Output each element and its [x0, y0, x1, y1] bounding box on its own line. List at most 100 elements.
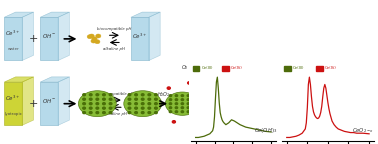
Circle shape [83, 98, 85, 100]
Circle shape [83, 107, 85, 109]
Circle shape [187, 111, 189, 113]
Polygon shape [40, 77, 70, 82]
Circle shape [90, 107, 92, 109]
Circle shape [181, 99, 184, 101]
Circle shape [155, 103, 157, 105]
Text: water: water [7, 47, 19, 51]
Polygon shape [131, 17, 149, 60]
Circle shape [128, 98, 131, 100]
Circle shape [187, 103, 189, 105]
Circle shape [141, 103, 144, 105]
Circle shape [169, 95, 172, 97]
Circle shape [193, 107, 195, 109]
Circle shape [135, 103, 137, 105]
Polygon shape [58, 77, 70, 125]
Text: $H_2O_2$: $H_2O_2$ [156, 90, 170, 99]
Circle shape [91, 39, 96, 43]
Circle shape [103, 103, 105, 105]
Circle shape [135, 98, 137, 100]
Circle shape [128, 107, 131, 109]
Circle shape [193, 95, 195, 97]
Text: +: + [28, 34, 38, 44]
Circle shape [181, 111, 184, 113]
Circle shape [155, 94, 157, 96]
Circle shape [169, 111, 172, 113]
Text: $CeO_{2-x}$: $CeO_{2-x}$ [352, 126, 374, 135]
Circle shape [83, 112, 85, 114]
Circle shape [203, 118, 206, 120]
Text: $Ce^{3+}$: $Ce^{3+}$ [5, 29, 21, 38]
Circle shape [193, 103, 195, 105]
Circle shape [141, 107, 144, 109]
Circle shape [155, 98, 157, 100]
Circle shape [169, 103, 172, 105]
Circle shape [169, 107, 172, 109]
Text: alkaline pH: alkaline pH [105, 112, 127, 116]
Circle shape [128, 103, 131, 105]
Circle shape [187, 99, 189, 101]
Circle shape [169, 99, 172, 101]
Circle shape [109, 112, 112, 114]
Text: lyotropic: lyotropic [4, 112, 22, 116]
Polygon shape [40, 82, 58, 125]
Circle shape [148, 112, 150, 114]
Circle shape [187, 82, 191, 84]
Circle shape [135, 94, 137, 96]
Circle shape [128, 94, 131, 96]
Circle shape [175, 111, 178, 113]
Circle shape [94, 40, 100, 44]
Circle shape [208, 110, 211, 113]
Circle shape [148, 103, 150, 105]
Text: Ce(III): Ce(III) [201, 66, 213, 70]
Circle shape [135, 112, 137, 114]
Circle shape [181, 95, 184, 97]
Ellipse shape [124, 91, 162, 117]
Circle shape [90, 112, 92, 114]
Ellipse shape [79, 91, 116, 117]
Circle shape [206, 95, 209, 97]
Polygon shape [4, 17, 22, 60]
Circle shape [96, 112, 99, 114]
Circle shape [96, 103, 99, 105]
Bar [193, 66, 200, 71]
Polygon shape [40, 12, 70, 17]
Circle shape [175, 99, 178, 101]
Circle shape [141, 112, 144, 114]
Circle shape [141, 94, 144, 96]
Circle shape [148, 107, 150, 109]
Polygon shape [4, 12, 34, 17]
Text: $Ce^{3+}$: $Ce^{3+}$ [5, 93, 21, 103]
Polygon shape [40, 17, 58, 60]
Polygon shape [131, 12, 160, 17]
Circle shape [193, 111, 195, 113]
Polygon shape [22, 77, 34, 125]
Ellipse shape [166, 92, 200, 115]
Polygon shape [22, 12, 34, 60]
Circle shape [109, 103, 112, 105]
Circle shape [90, 103, 92, 105]
Circle shape [148, 94, 150, 96]
Circle shape [87, 35, 92, 39]
Circle shape [175, 107, 178, 109]
Text: alkaline pH: alkaline pH [104, 47, 125, 51]
Circle shape [155, 107, 157, 109]
Text: Ce(IV): Ce(IV) [325, 66, 337, 70]
Text: $Ce^{3+}$: $Ce^{3+}$ [132, 31, 148, 41]
Circle shape [148, 98, 150, 100]
Circle shape [96, 94, 99, 96]
Text: Ce(III): Ce(III) [293, 66, 304, 70]
Text: $OH^-$: $OH^-$ [42, 32, 56, 40]
Circle shape [198, 84, 201, 87]
Circle shape [96, 107, 99, 109]
Circle shape [109, 98, 112, 100]
Circle shape [204, 105, 208, 107]
Circle shape [92, 37, 97, 41]
Text: $OH^-$: $OH^-$ [42, 97, 56, 105]
Circle shape [109, 107, 112, 109]
Circle shape [175, 103, 178, 105]
Circle shape [201, 90, 204, 92]
Circle shape [181, 107, 184, 109]
Circle shape [128, 112, 131, 114]
Polygon shape [149, 12, 160, 60]
Text: Ce(IV): Ce(IV) [231, 66, 242, 70]
